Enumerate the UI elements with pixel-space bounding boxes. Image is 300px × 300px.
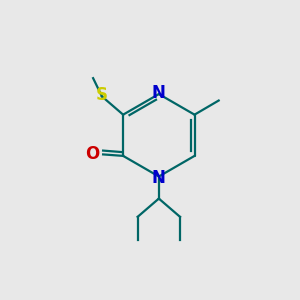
Text: N: N [152, 169, 166, 187]
Text: N: N [152, 84, 166, 102]
Text: S: S [96, 86, 108, 104]
Text: O: O [85, 146, 99, 164]
